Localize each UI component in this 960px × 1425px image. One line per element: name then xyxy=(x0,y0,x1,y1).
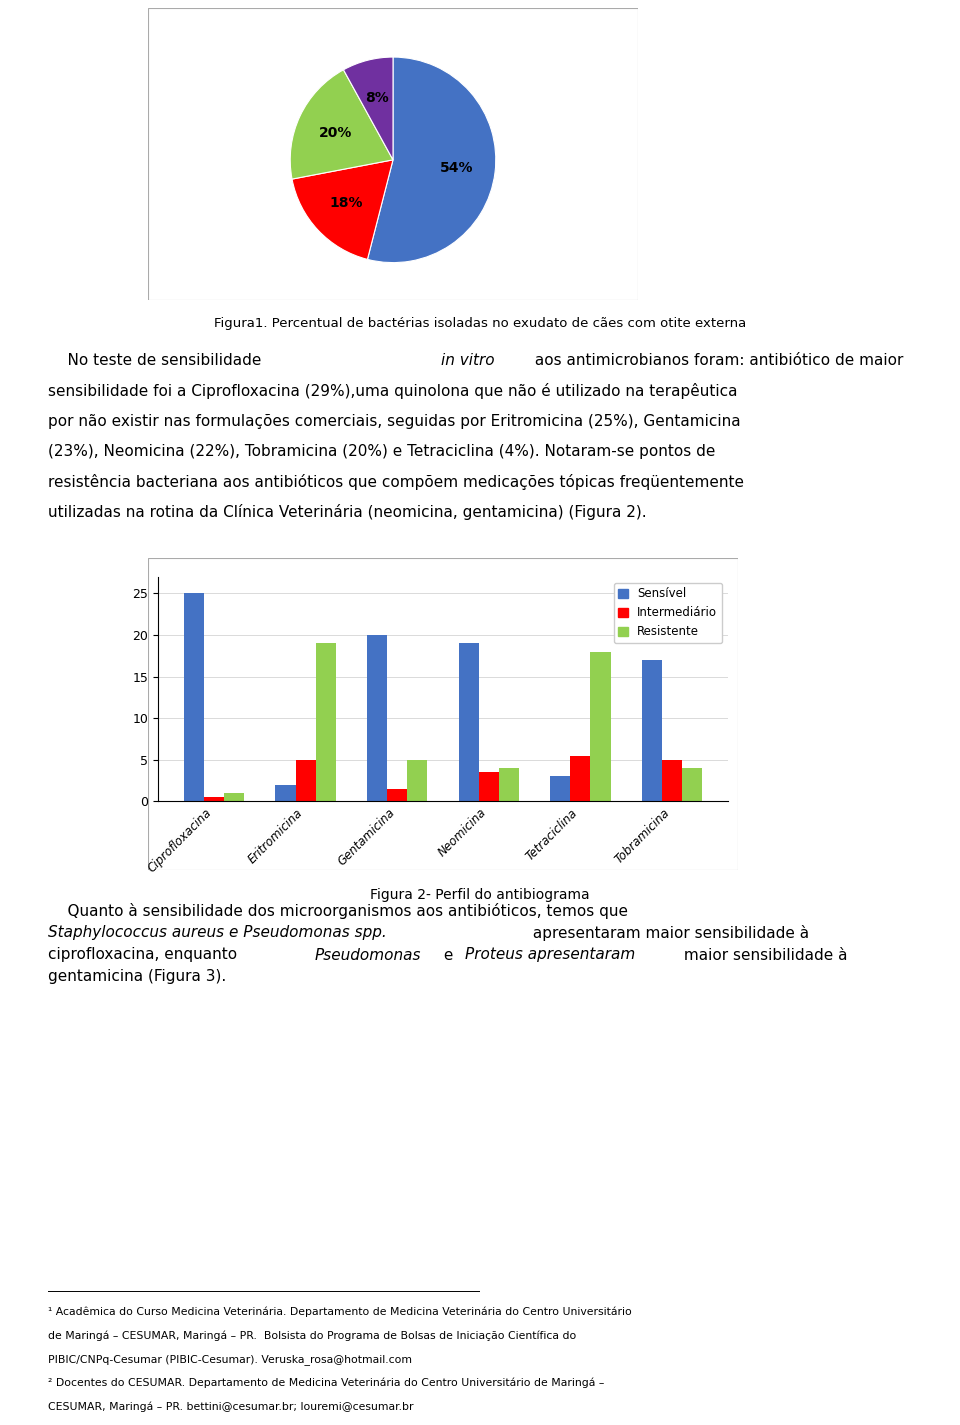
Text: 54%: 54% xyxy=(440,161,473,175)
Legend: Sensível, Intermediário, Resistente: Sensível, Intermediário, Resistente xyxy=(613,583,722,643)
Bar xyxy=(367,636,387,801)
Legend: S.aureus, S.epidermidis, Pseudomonas, Proteus: S.aureus, S.epidermidis, Pseudomonas, Pr… xyxy=(220,0,566,3)
Wedge shape xyxy=(290,70,393,180)
Text: Figura 2- Perfil do antibiograma: Figura 2- Perfil do antibiograma xyxy=(371,888,589,902)
Text: 20%: 20% xyxy=(319,125,352,140)
Wedge shape xyxy=(292,160,393,259)
Text: Proteus apresentaram: Proteus apresentaram xyxy=(466,948,636,962)
Bar xyxy=(459,643,479,801)
Text: gentamicina (Figura 3).: gentamicina (Figura 3). xyxy=(48,969,227,985)
Text: Pseudomonas: Pseudomonas xyxy=(314,948,420,962)
Text: in vitro: in vitro xyxy=(442,353,494,368)
Text: (23%), Neomicina (22%), Tobramicina (20%) e Tetraciclina (4%). Notaram-se pontos: (23%), Neomicina (22%), Tobramicina (20%… xyxy=(48,445,715,459)
Wedge shape xyxy=(368,57,495,262)
Bar xyxy=(225,794,245,801)
Text: resistência bacteriana aos antibióticos que compõem medicações tópicas freqüente: resistência bacteriana aos antibióticos … xyxy=(48,475,744,490)
Text: de Maringá – CESUMAR, Maringá – PR.  Bolsista do Programa de Bolsas de Iniciação: de Maringá – CESUMAR, Maringá – PR. Bols… xyxy=(48,1330,576,1341)
Text: 18%: 18% xyxy=(330,197,363,211)
Bar xyxy=(661,760,682,801)
Text: por não existir nas formulações comerciais, seguidas por Eritromicina (25%), Gen: por não existir nas formulações comercia… xyxy=(48,413,740,429)
Bar xyxy=(641,660,661,801)
Text: Quanto à sensibilidade dos microorganismos aos antibióticos, temos que: Quanto à sensibilidade dos microorganism… xyxy=(48,903,628,919)
Text: PIBIC/CNPq-Cesumar (PIBIC-Cesumar). Veruska_rosa@hotmail.com: PIBIC/CNPq-Cesumar (PIBIC-Cesumar). Veru… xyxy=(48,1354,412,1365)
Text: utilizadas na rotina da Clínica Veterinária (neomicina, gentamicina) (Figura 2).: utilizadas na rotina da Clínica Veteriná… xyxy=(48,504,647,520)
Bar xyxy=(570,755,590,801)
Bar xyxy=(296,760,316,801)
Text: sensibilidade foi a Ciprofloxacina (29%),uma quinolona que não é utilizado na te: sensibilidade foi a Ciprofloxacina (29%)… xyxy=(48,383,737,399)
Text: e: e xyxy=(439,948,458,962)
Text: CESUMAR, Maringá – PR. bettini@cesumar.br; louremi@cesumar.br: CESUMAR, Maringá – PR. bettini@cesumar.b… xyxy=(48,1401,414,1412)
Bar xyxy=(276,785,296,801)
Text: 8%: 8% xyxy=(365,91,389,105)
Bar xyxy=(550,777,570,801)
Text: ¹ Acadêmica do Curso Medicina Veterinária. Departamento de Medicina Veterinária : ¹ Acadêmica do Curso Medicina Veterinári… xyxy=(48,1307,632,1317)
Text: No teste de sensibilidade: No teste de sensibilidade xyxy=(48,353,266,368)
Text: Figura1. Percentual de bactérias isoladas no exudato de cães com otite externa: Figura1. Percentual de bactérias isolada… xyxy=(214,316,746,329)
Bar xyxy=(682,768,702,801)
Wedge shape xyxy=(344,57,393,160)
Text: aos antimicrobianos foram: antibiótico de maior: aos antimicrobianos foram: antibiótico d… xyxy=(530,353,903,368)
Text: maior sensibilidade à: maior sensibilidade à xyxy=(679,948,848,962)
Bar xyxy=(479,772,499,801)
Bar xyxy=(184,593,204,801)
Bar xyxy=(499,768,519,801)
Bar xyxy=(316,643,336,801)
Bar xyxy=(204,797,225,801)
Bar xyxy=(387,789,407,801)
Text: ² Docentes do CESUMAR. Departamento de Medicina Veterinária do Centro Universitá: ² Docentes do CESUMAR. Departamento de M… xyxy=(48,1378,605,1388)
Bar xyxy=(407,760,427,801)
Text: Staphylococcus aureus e Pseudomonas spp.: Staphylococcus aureus e Pseudomonas spp. xyxy=(48,925,387,941)
Text: apresentaram maior sensibilidade à: apresentaram maior sensibilidade à xyxy=(528,925,808,941)
Bar xyxy=(590,651,611,801)
Text: ciprofloxacina, enquanto: ciprofloxacina, enquanto xyxy=(48,948,242,962)
